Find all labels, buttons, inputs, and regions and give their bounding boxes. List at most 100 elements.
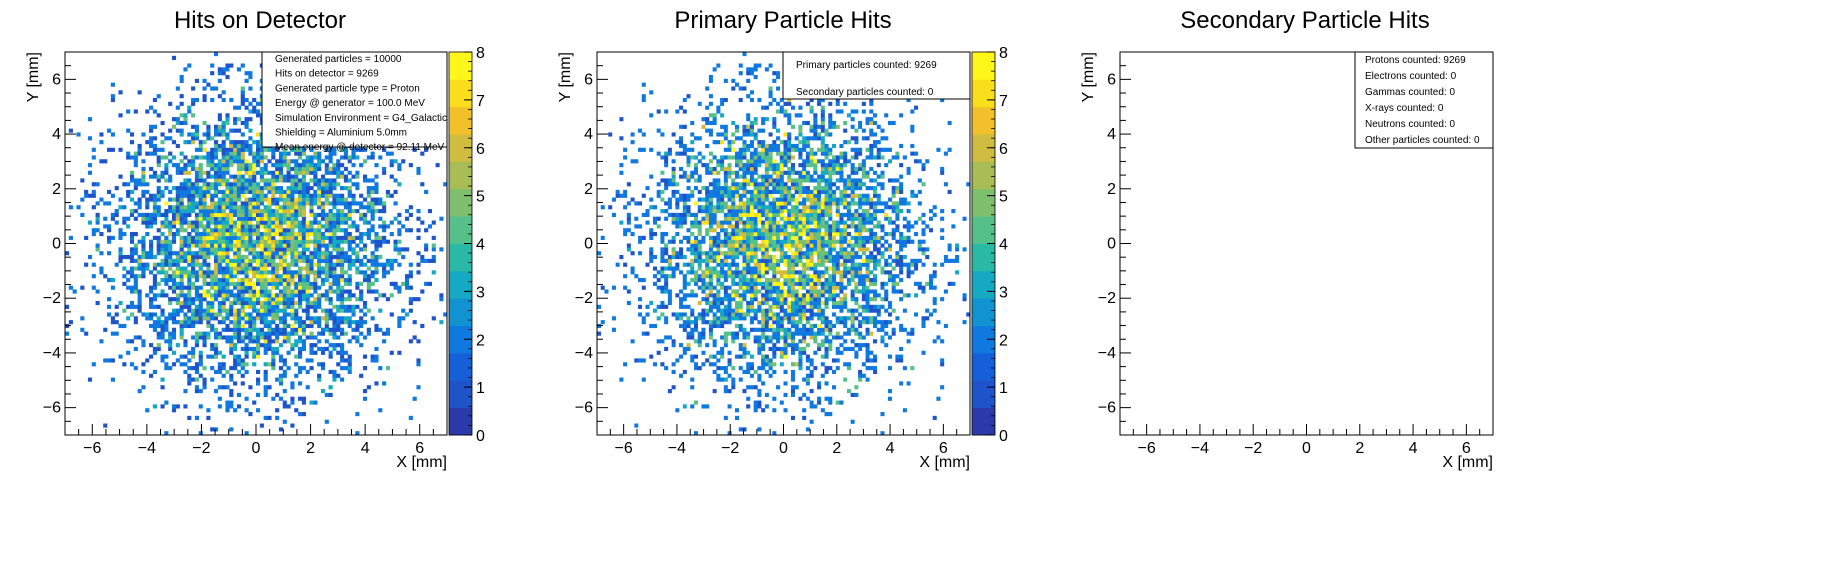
histogram-cell: [779, 285, 784, 290]
histogram-cell: [198, 201, 203, 206]
histogram-cell: [828, 266, 833, 271]
histogram-cell: [790, 293, 795, 298]
y-tick-label: −2: [43, 290, 61, 307]
histogram-cell: [213, 277, 219, 283]
histogram-cell: [286, 243, 291, 248]
histogram-cell: [294, 205, 299, 210]
histogram-cell: [932, 415, 937, 420]
histogram-cell: [175, 189, 180, 195]
histogram-cell: [149, 304, 154, 309]
histogram-cell: [183, 343, 188, 348]
histogram-cell: [233, 262, 238, 267]
histogram-cell: [290, 297, 295, 302]
histogram-cell: [701, 281, 706, 286]
histogram-cell: [149, 251, 154, 256]
histogram-cell: [682, 254, 687, 260]
histogram-cell: [805, 377, 810, 382]
histogram-cell: [145, 262, 150, 267]
histogram-cell: [313, 277, 318, 283]
histogram-cell: [764, 327, 769, 332]
histogram-cell: [340, 277, 345, 283]
histogram-cell: [103, 201, 108, 206]
histogram-cell: [110, 193, 115, 198]
histogram-cell: [817, 262, 822, 267]
histogram-cell: [397, 316, 402, 321]
histogram-cell: [187, 159, 192, 164]
histogram-cell: [259, 293, 264, 298]
histogram-cell: [278, 277, 284, 283]
histogram-cell: [133, 281, 138, 286]
histogram-cell: [802, 262, 807, 267]
histogram-cell: [835, 251, 840, 256]
histogram-cell: [210, 151, 215, 156]
histogram-cell: [309, 400, 314, 405]
histogram-cell: [305, 155, 310, 160]
histogram-cell: [385, 297, 390, 302]
histogram-cell: [671, 385, 676, 390]
histogram-cell: [217, 239, 222, 244]
histogram-cell: [160, 385, 165, 390]
histogram-cell: [217, 117, 222, 122]
histogram-cell: [298, 285, 303, 290]
histogram-cell: [229, 193, 234, 198]
histogram-cell: [271, 193, 276, 198]
histogram-cell: [221, 243, 226, 248]
histogram-cell: [779, 323, 784, 329]
histogram-cell: [378, 235, 383, 240]
histogram-cell: [267, 293, 272, 298]
histogram-cell: [183, 140, 188, 145]
histogram-cell: [652, 266, 657, 271]
histogram-cell: [320, 327, 326, 332]
histogram-cell: [217, 247, 222, 252]
histogram-cell: [278, 243, 284, 248]
histogram-cell: [397, 228, 402, 233]
histogram-cell: [347, 289, 352, 294]
histogram-cell: [359, 297, 364, 302]
histogram-cell: [271, 189, 276, 195]
histogram-cell: [690, 308, 695, 313]
histogram-cell: [263, 224, 268, 229]
histogram-cell: [194, 216, 199, 221]
histogram-cell: [716, 373, 721, 378]
histogram-cell: [347, 189, 352, 195]
histogram-cell: [229, 247, 234, 252]
histogram-cell: [794, 297, 799, 302]
z-tick-label: 1: [476, 380, 485, 397]
histogram-cell: [156, 262, 161, 267]
histogram-cell: [152, 312, 157, 317]
histogram-cell: [164, 320, 169, 325]
histogram-cell: [746, 404, 751, 409]
histogram-cell: [286, 266, 291, 271]
histogram-cell: [843, 346, 848, 352]
histogram-cell: [236, 189, 242, 195]
histogram-cell: [301, 216, 306, 221]
histogram-cell: [393, 258, 398, 263]
histogram-cell: [705, 258, 710, 263]
histogram-cell: [757, 404, 762, 409]
histogram-cell: [408, 308, 413, 313]
histogram-cell: [802, 339, 807, 344]
histogram-cell: [746, 304, 751, 309]
histogram-cell: [248, 297, 253, 302]
histogram-cell: [776, 270, 781, 275]
y-tick-label: 4: [52, 126, 61, 143]
histogram-cell: [416, 297, 421, 302]
histogram-cell: [932, 300, 937, 306]
histogram-cell: [202, 120, 207, 126]
histogram-cell: [187, 224, 192, 229]
histogram-cell: [854, 285, 859, 290]
histogram-cell: [712, 323, 717, 329]
histogram-cell: [615, 262, 620, 267]
histogram-cell: [233, 174, 238, 179]
histogram-cell: [114, 320, 119, 325]
histogram-cell: [191, 254, 196, 260]
histogram-cell: [156, 251, 161, 256]
histogram-cell: [899, 289, 904, 294]
histogram-cell: [850, 346, 855, 352]
histogram-cell: [156, 270, 161, 275]
histogram-cell: [347, 262, 352, 267]
histogram-cell: [776, 327, 781, 332]
histogram-cell: [282, 293, 287, 298]
histogram-cell: [854, 262, 859, 267]
histogram-cell: [252, 320, 257, 325]
